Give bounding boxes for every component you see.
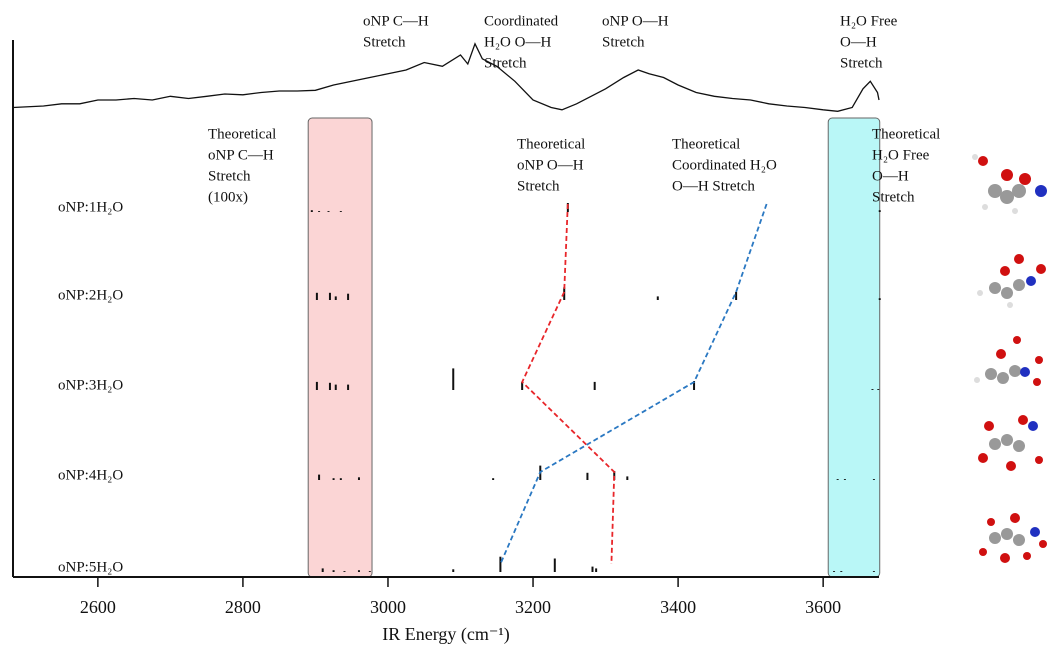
annotation: H₂O Free [872, 147, 930, 163]
row-label: oNP:3H₂O [58, 377, 123, 393]
region [828, 118, 879, 577]
annotation: oNP O—H [517, 157, 584, 173]
annotation: Stretch [484, 55, 527, 71]
row-label: oNP:5H₂O [58, 559, 123, 575]
chart: IR Energy (cm⁻¹) oNP:1H₂O oNP:2H₂O oNP:3H₂… [0, 0, 1052, 647]
annotation: Stretch [208, 168, 251, 184]
annotation: Stretch [363, 34, 406, 50]
annotation: Coordinated [484, 13, 559, 29]
row-label: oNP:4H₂O [58, 467, 123, 483]
annotation: Stretch [602, 34, 645, 50]
spectrum-line [13, 44, 879, 112]
annotation: H₂O O—H [484, 34, 551, 50]
annotation: Theoretical [517, 136, 585, 152]
connector-line [522, 204, 614, 564]
annotation: Stretch [872, 189, 915, 205]
x-tick-label: 2600 [80, 597, 116, 617]
region [308, 118, 372, 577]
annotation: oNP C—H [208, 147, 274, 163]
x-tick-label: 3400 [660, 597, 696, 617]
annotation: oNP C—H [363, 13, 429, 29]
annotation: Theoretical [672, 136, 740, 152]
x-axis-label: IR Energy (cm⁻¹) [382, 624, 510, 645]
annotation: Stretch [840, 55, 883, 71]
annotation: O—H [872, 168, 909, 184]
annotation: O—H [840, 34, 877, 50]
x-tick-label: 3600 [805, 597, 841, 617]
annotation: Theoretical [208, 126, 276, 142]
row-label: oNP:2H₂O [58, 287, 123, 303]
connector-line [500, 204, 766, 564]
x-tick-label: 3200 [515, 597, 551, 617]
annotation: Theoretical [872, 126, 940, 142]
annotation: H₂O Free [840, 13, 898, 29]
annotation: (100x) [208, 189, 248, 205]
row-label: oNP:1H₂O [58, 199, 123, 215]
x-tick-label: 3000 [370, 597, 406, 617]
annotation: Stretch [517, 178, 560, 194]
annotation: O—H Stretch [672, 178, 755, 194]
molecule-icons [972, 154, 1047, 563]
x-tick-label: 2800 [225, 597, 261, 617]
annotation: oNP O—H [602, 13, 669, 29]
annotation: Coordinated H₂O [672, 157, 777, 173]
